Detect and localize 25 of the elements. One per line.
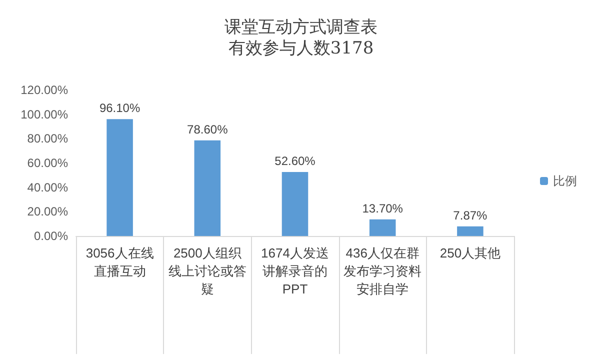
y-tick-label: 100.00% [20,107,68,122]
data-label: 52.60% [274,154,316,168]
bar [369,219,396,236]
y-tick-label: 20.00% [27,204,68,219]
bar [106,119,133,236]
x-tick-label: 2500人组织线上讨论或答疑 [168,246,246,296]
chart-subtitle: 有效参与人数3178 [228,38,374,58]
data-label: 13.70% [362,201,404,216]
bar [194,140,221,236]
bar [457,226,484,236]
x-tick-label: 1674人发送讲解录音的PPT [261,246,329,296]
x-tick-label: 3056人在线直播互动 [86,246,154,278]
y-tick-label: 60.00% [27,156,68,170]
chart-title: 课堂互动方式调查表 [224,18,378,38]
data-label: 96.10% [99,101,140,116]
data-label: 7.87% [453,208,488,222]
x-tick-label: 250人其他 [440,246,501,260]
x-tick-label: 436人仅在群发布学习资料安排自学 [344,246,422,296]
y-tick-label: 80.00% [27,132,68,146]
legend-label: 比例 [553,174,577,188]
y-tick-label: 120.00% [20,83,68,97]
data-label: 78.60% [187,122,228,136]
y-tick-label: 0.00% [34,229,68,243]
bar [282,172,308,236]
y-tick-label: 40.00% [27,180,68,194]
